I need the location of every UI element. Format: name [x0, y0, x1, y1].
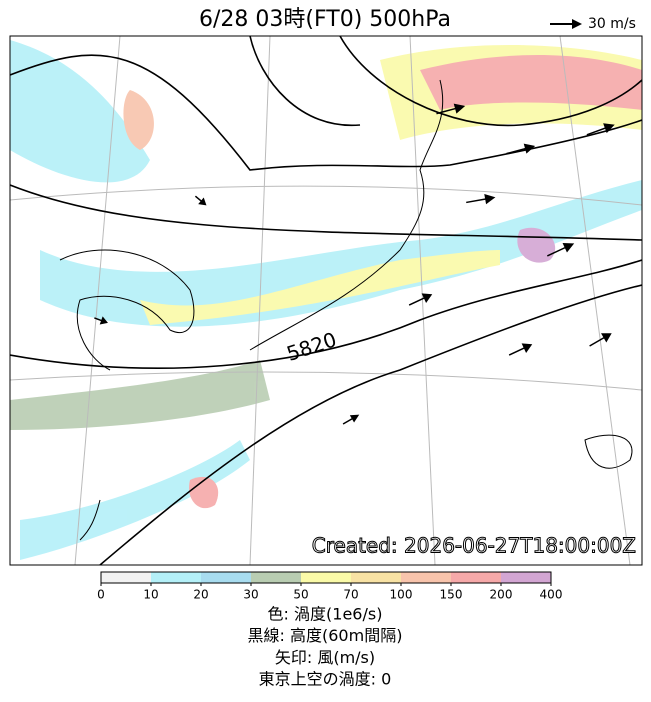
colorbar-segment [151, 572, 201, 583]
colorbar-tick-label: 200 [490, 588, 513, 602]
colorbar-tick-label: 400 [540, 588, 563, 602]
colorbar-tick-label: 20 [193, 588, 208, 602]
wind-key-label: 30 m/s [588, 16, 636, 32]
colorbar-tick-label: 10 [143, 588, 158, 602]
colorbar-segment [251, 572, 301, 583]
colorbar-tick-label: 150 [440, 588, 463, 602]
colorbar-segment [351, 572, 401, 583]
map-frame [9, 35, 643, 566]
colorbar-segment [201, 572, 251, 583]
footer-line: 色: 渦度(1e6/s) [268, 605, 383, 624]
colorbar-tick-label: 30 [243, 588, 258, 602]
graticule [10, 36, 642, 565]
colorbar-frame [100, 571, 552, 584]
colorbar-segment [101, 572, 151, 583]
height-contours [10, 36, 642, 565]
title: 6/28 03時(FT0) 500hPa [199, 7, 451, 32]
colorbar: 0 10 20 30 50 70 100 150 200 400 [97, 571, 563, 602]
colorbar-segment [501, 572, 551, 583]
colorbar-tick-label: 100 [390, 588, 413, 602]
map: 5820 Created: 2026-06-27T18:00:00Z [10, 36, 642, 565]
wind-key: 30 m/s [550, 16, 636, 32]
colorbar-segment [451, 572, 501, 583]
footer-line: 矢印: 風(m/s) [275, 648, 375, 667]
colorbar-tick-label: 50 [293, 588, 308, 602]
wind-arrows [94, 103, 615, 425]
footer-line: 東京上空の渦度: 0 [259, 670, 392, 689]
colorbar-segment [401, 572, 451, 583]
colorbar-tick-label: 0 [97, 588, 105, 602]
footer: 色: 渦度(1e6/s) 黒線: 高度(60m間隔) 矢印: 風(m/s) 東京上空の… [248, 605, 403, 689]
created-label: Created: 2026-06-27T18:00:00Z [312, 534, 636, 558]
coastline [59, 79, 633, 541]
footer-line: 黒線: 高度(60m間隔) [248, 626, 403, 645]
colorbar-segment [301, 572, 351, 583]
colorbar-tick-label: 70 [343, 588, 358, 602]
